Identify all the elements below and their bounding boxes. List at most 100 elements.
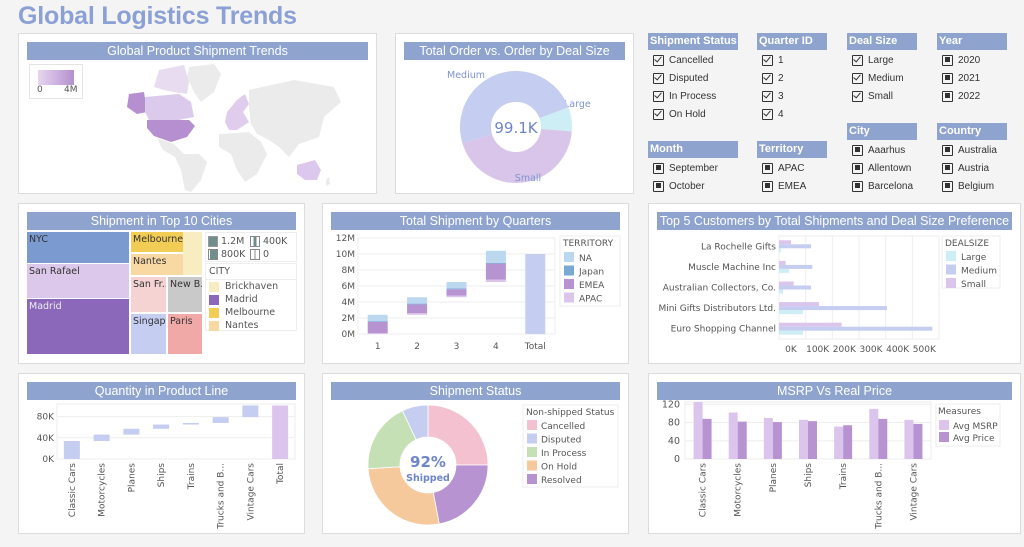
bar-step[interactable] [153, 424, 170, 429]
bar-small[interactable] [779, 281, 794, 286]
checkbox-filled-icon[interactable] [852, 180, 863, 192]
checkbox-filled-icon[interactable] [942, 54, 953, 66]
bar-medium[interactable] [779, 264, 813, 269]
bar-avg-msrp[interactable] [693, 402, 703, 459]
checkbox-filled-icon[interactable] [942, 144, 953, 156]
bar-avg-msrp[interactable] [763, 417, 773, 459]
filter-option[interactable]: Barcelona [847, 177, 957, 195]
treemap-legend-item[interactable]: Brickhaven [206, 280, 296, 293]
map-region-canada[interactable] [145, 94, 194, 120]
bar-large[interactable] [779, 310, 803, 315]
bar-step[interactable] [63, 440, 80, 459]
filter-option[interactable]: Large [847, 51, 957, 69]
bar-segment-japan[interactable] [407, 303, 428, 305]
bar-avg-price[interactable] [772, 422, 782, 459]
filter-option[interactable]: Aaarhus [847, 141, 957, 159]
bar-avg-msrp[interactable] [834, 426, 844, 459]
treemap-cell[interactable]: San Fr.. [131, 277, 167, 313]
bar-large[interactable] [779, 330, 803, 335]
bar-step[interactable] [242, 405, 259, 418]
filter-option[interactable]: Disputed [648, 69, 778, 87]
bar-step[interactable] [182, 422, 199, 425]
checkbox-checked-icon[interactable] [762, 90, 773, 102]
bar-segment-emea[interactable] [485, 263, 506, 280]
checkbox-filled-icon[interactable] [762, 162, 773, 174]
checkbox-filled-icon[interactable] [852, 144, 863, 156]
filter-option[interactable]: Allentown [847, 159, 957, 177]
bar-avg-price[interactable] [737, 421, 747, 459]
bar-avg-price[interactable] [913, 423, 923, 459]
treemap-cell[interactable]: Madrid [27, 299, 130, 355]
bar-segment-japan[interactable] [446, 288, 467, 290]
filter-option[interactable]: Small [847, 87, 957, 105]
checkbox-checked-icon[interactable] [653, 54, 664, 66]
bar-medium[interactable] [779, 244, 811, 249]
bar-avg-price[interactable] [878, 418, 888, 459]
bar-medium[interactable] [779, 326, 933, 331]
filter-option[interactable]: 2020 [937, 51, 1024, 69]
checkbox-checked-icon[interactable] [653, 108, 664, 120]
bar-segment-emea[interactable] [407, 304, 428, 314]
filter-option[interactable]: 4 [757, 105, 867, 123]
filter-option[interactable]: Austria [937, 159, 1024, 177]
bar-avg-msrp[interactable] [728, 412, 738, 459]
map-region-greenland[interactable] [187, 64, 221, 102]
checkbox-checked-icon[interactable] [762, 108, 773, 120]
checkbox-checked-icon[interactable] [653, 72, 664, 84]
bar-large[interactable] [779, 248, 782, 253]
bar-segment-na[interactable] [367, 314, 388, 322]
checkbox-filled-icon[interactable] [942, 72, 953, 84]
filter-option[interactable]: EMEA [757, 177, 867, 195]
treemap-cell[interactable] [183, 232, 203, 276]
bar-segment-japan[interactable] [367, 321, 388, 322]
filter-option[interactable]: October [648, 177, 778, 195]
filter-option[interactable]: September [648, 159, 778, 177]
bar-segment-emea[interactable] [446, 289, 467, 296]
treemap-legend-item[interactable]: Madrid [206, 293, 296, 306]
filter-option[interactable]: Cancelled [648, 51, 778, 69]
map-region-usa[interactable] [147, 120, 195, 142]
treemap-cell[interactable]: Melbourne [131, 232, 188, 253]
bar-total[interactable] [272, 405, 289, 459]
checkbox-filled-icon[interactable] [852, 162, 863, 174]
map-region-europe[interactable] [225, 94, 249, 130]
treemap-cell[interactable]: New B.. [168, 277, 203, 313]
map-region-canada-north[interactable] [154, 65, 189, 94]
filter-option[interactable]: 3 [757, 87, 867, 105]
deal-slice-large[interactable] [539, 107, 572, 132]
checkbox-checked-icon[interactable] [762, 54, 773, 66]
checkbox-filled-icon[interactable] [653, 162, 664, 174]
bar-segment-japan[interactable] [485, 262, 506, 264]
bar-segment-apac[interactable] [485, 279, 506, 282]
bar-large[interactable] [779, 268, 790, 273]
bar-step[interactable] [93, 434, 110, 441]
map-region-alaska[interactable] [127, 92, 147, 114]
treemap-cell[interactable]: Paris [168, 314, 203, 355]
deal-slice-small[interactable] [462, 128, 572, 184]
filter-option[interactable]: Medium [847, 69, 957, 87]
checkbox-filled-icon[interactable] [942, 162, 953, 174]
world-map[interactable] [119, 62, 369, 192]
bar-avg-msrp[interactable] [799, 419, 808, 459]
bar-avg-price[interactable] [843, 425, 853, 459]
bar-avg-msrp[interactable] [904, 419, 914, 459]
map-region-australia[interactable] [297, 160, 321, 180]
bar-total[interactable] [525, 254, 546, 334]
bar-segment-na[interactable] [485, 250, 506, 263]
filter-option[interactable]: 2022 [937, 87, 1024, 105]
map-region-latin-america[interactable] [157, 138, 207, 192]
filter-option[interactable]: 2 [757, 69, 867, 87]
bar-avg-price[interactable] [808, 421, 817, 459]
bar-avg-price[interactable] [702, 418, 712, 459]
treemap-cell[interactable]: Nantes [131, 254, 188, 276]
filter-option[interactable]: On Hold [648, 105, 778, 123]
bar-medium[interactable] [779, 306, 887, 311]
bar-small[interactable] [779, 240, 791, 245]
deal-slice-medium[interactable] [459, 70, 569, 144]
treemap-legend-item[interactable]: Melbourne [206, 306, 296, 319]
bar-small[interactable] [779, 302, 819, 307]
bar-segment-apac[interactable] [367, 333, 388, 334]
filter-option[interactable]: In Process [648, 87, 778, 105]
bar-segment-emea[interactable] [367, 322, 388, 334]
filter-option[interactable]: 1 [757, 51, 867, 69]
